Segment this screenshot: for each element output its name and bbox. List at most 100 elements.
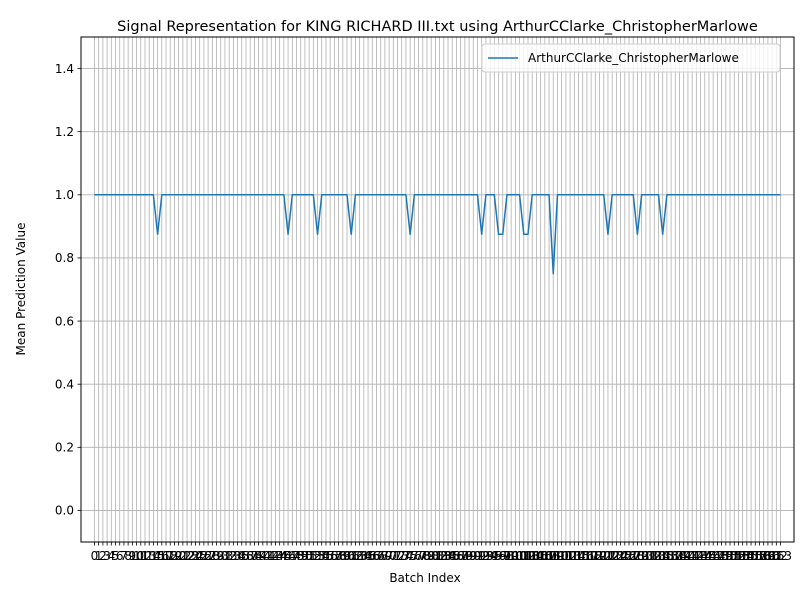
x-tick-label: 156: [740, 549, 763, 563]
x-tick-label: 163: [769, 549, 792, 563]
x-tick-label: 126: [613, 549, 636, 563]
series-line-0: [94, 194, 781, 275]
x-tick-label: 110: [546, 549, 569, 563]
y-tick-label: 0.2: [55, 441, 74, 455]
x-tick-label: 159: [752, 549, 775, 563]
x-tick-label: 45: [276, 549, 291, 563]
x-tick-label: 153: [727, 549, 750, 563]
x-tick-label: 111: [550, 549, 573, 563]
x-tick-label: 130: [630, 549, 653, 563]
x-tick-label: 47: [285, 549, 300, 563]
x-tick-label: 121: [592, 549, 615, 563]
x-tick-label: 154: [731, 549, 754, 563]
x-tick-label: 69: [377, 549, 392, 563]
x-tick-label: 104: [521, 549, 544, 563]
x-tick-label: 158: [748, 549, 771, 563]
y-tick-label: 1.0: [55, 188, 74, 202]
chart-title: Signal Representation for KING RICHARD I…: [117, 19, 758, 35]
x-tick-label: 12: [137, 549, 152, 563]
x-tick-label: 28: [205, 549, 220, 563]
x-tick-label: 46: [280, 549, 295, 563]
x-tick-label: 54: [314, 549, 329, 563]
y-tick-label: 0.8: [55, 251, 74, 265]
y-axis-title: Mean Prediction Value: [14, 223, 28, 356]
x-tick-label: 19: [167, 549, 182, 563]
x-tick-label: 38: [247, 549, 262, 563]
x-tick-label: 0: [91, 549, 99, 563]
x-tick-label: 39: [251, 549, 266, 563]
x-tick-label: 82: [432, 549, 447, 563]
x-tick-label: 27: [200, 549, 215, 563]
x-tick-label: 26: [196, 549, 211, 563]
x-tick-label: 2: [99, 549, 107, 563]
x-tick-label: 49: [293, 549, 308, 563]
x-tick-label: 117: [575, 549, 598, 563]
x-tick-label: 1: [95, 549, 103, 563]
x-tick-label: 122: [597, 549, 620, 563]
x-tick-label: 7: [120, 549, 128, 563]
x-tick-label: 72: [390, 549, 405, 563]
x-axis-ticks: 0123456789101112131415161718192021222324…: [91, 542, 792, 563]
x-tick-label: 124: [605, 549, 628, 563]
x-tick-label: 144: [689, 549, 712, 563]
x-tick-label: 29: [209, 549, 224, 563]
x-tick-label: 76: [407, 549, 422, 563]
x-tick-label: 37: [243, 549, 258, 563]
x-axis-title: Batch Index: [389, 571, 460, 585]
x-tick-label: 94: [482, 549, 497, 563]
x-tick-label: 14: [146, 549, 161, 563]
x-tick-label: 9: [129, 549, 137, 563]
x-tick-label: 103: [517, 549, 540, 563]
y-tick-label: 0.6: [55, 314, 74, 328]
x-tick-label: 95: [487, 549, 502, 563]
x-tick-label: 115: [567, 549, 590, 563]
x-tick-label: 162: [765, 549, 788, 563]
x-tick-label: 113: [559, 549, 582, 563]
x-tick-label: 138: [664, 549, 687, 563]
x-tick-label: 112: [554, 549, 577, 563]
x-tick-label: 90: [466, 549, 481, 563]
x-tick-label: 31: [217, 549, 232, 563]
x-tick-label: 64: [356, 549, 371, 563]
x-tick-label: 137: [660, 549, 683, 563]
x-tick-label: 132: [639, 549, 662, 563]
x-tick-label: 134: [647, 549, 670, 563]
legend-label: ArthurCClarke_ChristopherMarlowe: [528, 51, 739, 65]
x-tick-label: 92: [474, 549, 489, 563]
x-tick-label: 84: [440, 549, 455, 563]
x-tick-label: 18: [163, 549, 178, 563]
series-layer: [94, 194, 781, 275]
x-tick-label: 131: [634, 549, 657, 563]
x-tick-label: 68: [373, 549, 388, 563]
x-tick-label: 35: [234, 549, 249, 563]
x-tick-label: 44: [272, 549, 287, 563]
x-tick-label: 79: [419, 549, 434, 563]
x-tick-label: 66: [365, 549, 380, 563]
x-tick-label: 147: [702, 549, 725, 563]
x-tick-label: 33: [226, 549, 241, 563]
x-tick-label: 157: [744, 549, 767, 563]
x-tick-label: 152: [723, 549, 746, 563]
x-tick-label: 56: [323, 549, 338, 563]
x-tick-label: 20: [171, 549, 186, 563]
x-tick-label: 81: [428, 549, 443, 563]
x-tick-label: 70: [381, 549, 396, 563]
x-tick-label: 40: [255, 549, 270, 563]
x-tick-label: 107: [533, 549, 556, 563]
x-tick-label: 143: [685, 549, 708, 563]
x-tick-label: 133: [643, 549, 666, 563]
x-tick-label: 43: [268, 549, 283, 563]
y-tick-label: 1.2: [55, 125, 74, 139]
x-tick-label: 59: [335, 549, 350, 563]
x-tick-label: 24: [188, 549, 203, 563]
x-tick-label: 63: [352, 549, 367, 563]
x-tick-label: 13: [142, 549, 157, 563]
x-tick-label: 15: [150, 549, 165, 563]
plot-frame: [80, 36, 795, 543]
x-tick-label: 60: [339, 549, 354, 563]
x-tick-label: 22: [179, 549, 194, 563]
x-tick-label: 57: [327, 549, 342, 563]
x-tick-label: 71: [386, 549, 401, 563]
x-tick-label: 93: [478, 549, 493, 563]
x-tick-label: 5: [112, 549, 120, 563]
